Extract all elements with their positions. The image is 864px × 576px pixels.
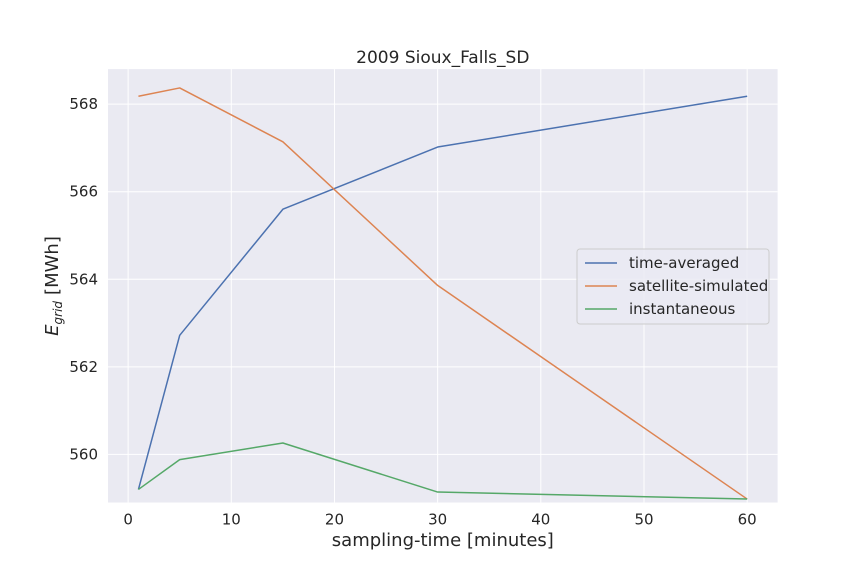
- y-tick-label: 562: [69, 358, 98, 376]
- x-tick-labels: 0 10 20 30 40 50 60: [123, 511, 756, 529]
- series-line-time-averaged: [137, 95, 748, 490]
- series-lines: [137, 87, 748, 500]
- series-line-instantaneous: [138, 442, 748, 500]
- y-axis-label-unit: [MWh]: [42, 236, 63, 295]
- x-tick-label: 20: [325, 511, 344, 529]
- x-axis-label: sampling-time [minutes]: [332, 530, 554, 551]
- chart-title: 2009 Sioux_Falls_SD: [356, 48, 529, 68]
- y-axis-label: Egrid [MWh]: [42, 236, 65, 336]
- x-tick-label: 50: [634, 511, 653, 529]
- legend-label-satellite-simulated: satellite-simulated: [629, 277, 768, 295]
- legend-label-instantaneous: instantaneous: [629, 300, 736, 318]
- series-line-satellite-simulated: [138, 87, 748, 500]
- y-axis-label-main: E: [42, 324, 63, 336]
- x-tick-label: 60: [738, 511, 757, 529]
- legend-label-time-averaged: time-averaged: [629, 254, 739, 272]
- legend-box: [576, 248, 770, 325]
- y-tick-label: 566: [69, 183, 98, 201]
- y-tick-label: 568: [69, 95, 98, 113]
- y-axis-label-sub: grid: [51, 301, 65, 325]
- y-tick-label: 564: [69, 270, 98, 288]
- x-tick-label: 30: [428, 511, 447, 529]
- x-tick-label: 40: [531, 511, 550, 529]
- y-tick-labels: 560 562 564 566 568: [69, 95, 98, 463]
- legend: time-averaged satellite-simulated instan…: [576, 248, 770, 325]
- x-tick-label: 10: [222, 511, 241, 529]
- y-tick-label: 560: [69, 445, 98, 463]
- x-tick-label: 0: [123, 511, 133, 529]
